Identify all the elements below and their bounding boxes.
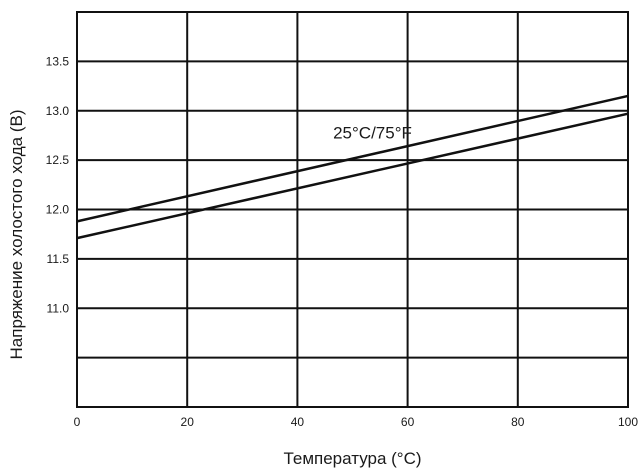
x-tick-label: 100 (618, 415, 638, 429)
x-tick-label: 0 (74, 415, 81, 429)
series-lines (76, 94, 629, 240)
x-tick-label: 60 (401, 415, 415, 429)
curve-label: 25°C/75°F (333, 123, 412, 142)
y-tick-label: 11.5 (47, 252, 70, 266)
x-tick-label: 20 (181, 415, 195, 429)
x-axis-label: Температура (°C) (283, 449, 421, 468)
grid (76, 12, 629, 407)
series-line-2 (76, 112, 629, 240)
y-axis-label: Напряжение холостого хода (В) (7, 110, 26, 360)
x-tick-label: 40 (291, 415, 305, 429)
y-tick-label: 11.0 (47, 301, 70, 315)
x-tick-labels: 0 20 40 60 80 100 (74, 415, 639, 429)
x-tick-label: 80 (511, 415, 525, 429)
y-tick-label: 12.0 (46, 203, 70, 217)
plot-frame (76, 11, 629, 408)
y-tick-label: 12.5 (46, 153, 70, 167)
y-tick-labels: 13.5 13.0 12.5 12.0 11.5 11.0 (46, 54, 70, 315)
series-line-1 (76, 94, 629, 223)
annotations: 25°C/75°F (333, 123, 412, 142)
y-tick-label: 13.0 (46, 104, 70, 118)
y-tick-label: 13.5 (46, 54, 70, 68)
